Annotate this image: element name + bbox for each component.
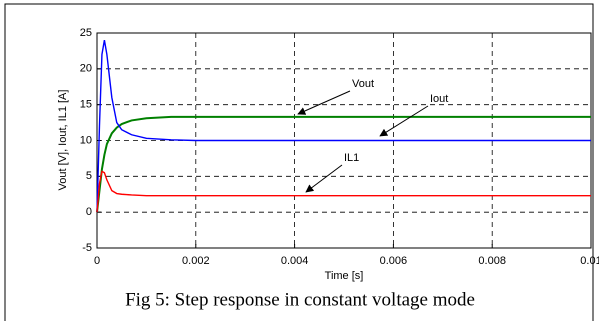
y-tick-label: 10 — [80, 134, 92, 146]
arrow — [297, 90, 351, 115]
series-line — [96, 115, 591, 213]
frame — [4, 3, 594, 321]
annotation: Vout — [352, 78, 374, 90]
x-tick-label: 0.002 — [182, 255, 210, 267]
annotation: IL1 — [344, 152, 359, 164]
x-tick-label: 0.01 — [580, 255, 599, 267]
x-tick-label: 0 — [94, 255, 100, 267]
arrow — [305, 164, 343, 193]
x-tick-label: 0.008 — [478, 255, 506, 267]
y-tick-label: 25 — [80, 27, 92, 39]
y-tick-label: 0 — [86, 206, 92, 218]
y-tick-label: 20 — [80, 63, 92, 75]
y-tick-label: 5 — [86, 170, 92, 182]
annotations: Vout Iout IL1 — [297, 78, 448, 193]
arrow — [379, 105, 429, 137]
y-tick-label: -5 — [82, 242, 92, 254]
series-line — [96, 170, 591, 213]
y-axis-label: Vout [V], Iout, IL1 [A] — [57, 90, 69, 191]
y-tick-label: 15 — [80, 99, 92, 111]
caption: Fig 5: Step response in constant voltage… — [125, 289, 475, 310]
x-tick-label: 0.004 — [281, 255, 309, 267]
x-tick-label: 0.006 — [380, 255, 408, 267]
series-line — [96, 40, 591, 213]
annotation: Iout — [430, 93, 448, 105]
x-axis-label: Time [s] — [325, 270, 364, 282]
